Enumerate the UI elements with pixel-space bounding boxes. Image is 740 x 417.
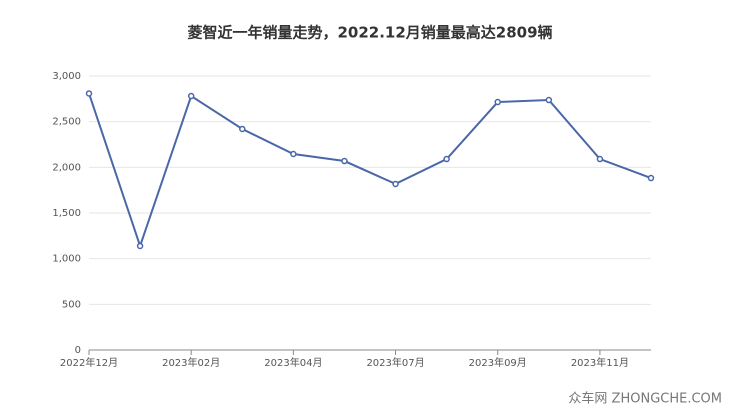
chart-title: 菱智近一年销量走势，2022.12月销量最高达2809辆 <box>187 24 552 42</box>
y-tick-label: 1,500 <box>52 208 81 219</box>
point <box>443 155 450 163</box>
point <box>187 92 195 100</box>
x-tick-label: 2023年02月 <box>162 356 220 369</box>
point <box>290 150 297 158</box>
point <box>85 90 93 97</box>
x-tick-label: 2023年04月 <box>264 356 322 369</box>
x-tick-label: 2023年11月 <box>571 356 629 369</box>
y-tick-label: 2,000 <box>52 162 81 173</box>
y-tick-label: 0 <box>75 345 81 356</box>
watermark: 众车网 ZHONGCHE.COM <box>568 391 722 407</box>
y-tick-label: 500 <box>62 299 81 310</box>
series-line <box>88 93 652 250</box>
point <box>545 96 553 104</box>
y-tick-label: 3,000 <box>52 71 81 82</box>
point <box>341 157 348 165</box>
x-tick-label: 2023年07月 <box>366 356 424 369</box>
point <box>494 98 501 106</box>
point <box>136 242 144 250</box>
x-tick-label: 2022年12月 <box>60 356 118 369</box>
x-tick-label: 2023年09月 <box>469 356 527 369</box>
y-tick-label: 2,500 <box>52 117 81 128</box>
point <box>392 180 399 188</box>
point <box>239 125 246 133</box>
point <box>596 155 604 163</box>
y-tick-label: 1,000 <box>52 254 81 265</box>
point <box>647 174 655 182</box>
